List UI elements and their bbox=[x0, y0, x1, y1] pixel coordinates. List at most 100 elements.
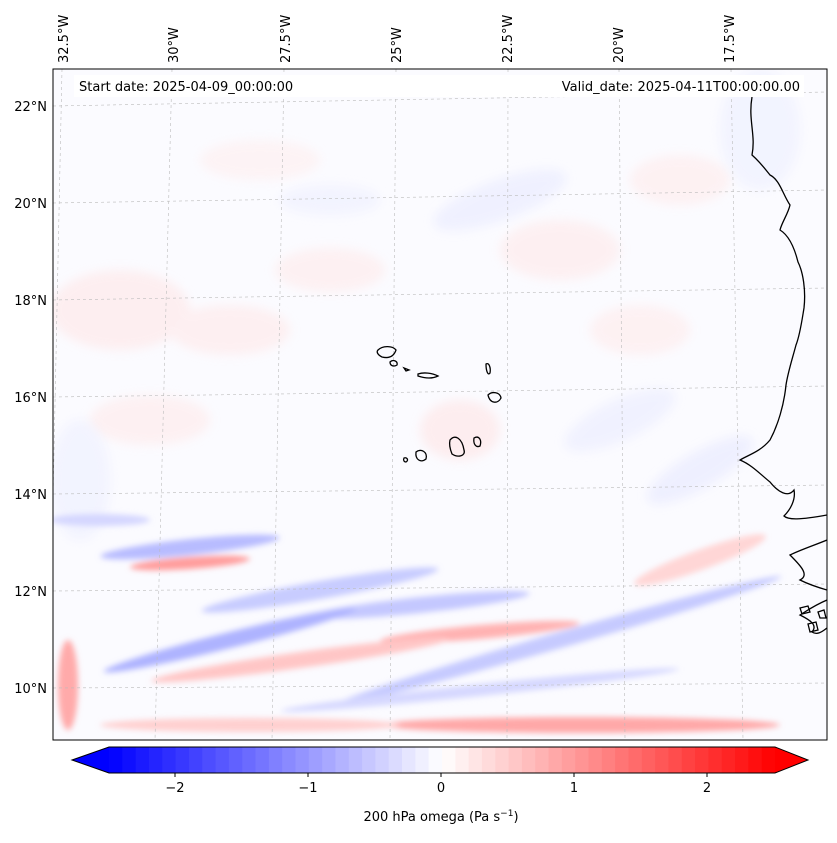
colorbar-cell bbox=[615, 747, 630, 773]
colorbar-cell bbox=[348, 747, 363, 773]
colorbar-cell bbox=[282, 747, 297, 773]
colorbar-cell bbox=[455, 747, 470, 773]
lat-label: 12°N bbox=[14, 585, 47, 600]
lat-label: 10°N bbox=[14, 682, 47, 697]
colorbar-cell bbox=[228, 747, 243, 773]
island-sao-vicente bbox=[389, 359, 398, 367]
colorbar-cell bbox=[735, 747, 749, 773]
colorbar-cell bbox=[122, 747, 137, 773]
colorbar-cell bbox=[362, 747, 376, 773]
colorbar-cell bbox=[521, 747, 536, 773]
colorbar-extend-max bbox=[775, 747, 808, 773]
colorbar-tick-label: 2 bbox=[703, 781, 711, 796]
colorbar-cell bbox=[308, 747, 323, 773]
coastline bbox=[376, 96, 827, 634]
colorbar-cell bbox=[268, 747, 283, 773]
header-banner bbox=[74, 75, 804, 97]
colorbar-cell bbox=[495, 747, 510, 773]
colorbar-cell bbox=[575, 747, 590, 773]
colorbar-cell bbox=[215, 747, 230, 773]
lon-label: 30°W bbox=[167, 27, 182, 63]
island-bissagos-1 bbox=[799, 605, 811, 615]
lat-label: 20°N bbox=[14, 197, 47, 212]
colorbar-cells bbox=[72, 747, 808, 773]
lon-label: 32.5°W bbox=[57, 15, 72, 63]
colorbar-extend-min bbox=[72, 747, 109, 773]
island-bissagos-2 bbox=[807, 621, 819, 633]
colorbar-tick-label: −1 bbox=[298, 781, 317, 796]
colorbar-cell bbox=[335, 747, 350, 773]
lat-label: 22°N bbox=[14, 100, 47, 115]
colorbar-cell bbox=[175, 747, 190, 773]
colorbar-cell bbox=[375, 747, 390, 773]
island-bissagos-3 bbox=[817, 609, 827, 619]
colorbar-cell bbox=[415, 747, 430, 773]
colorbar-cell bbox=[188, 747, 203, 773]
colorbar-cell bbox=[162, 747, 177, 773]
colorbar-cell bbox=[442, 747, 456, 773]
island-fogo bbox=[415, 449, 427, 462]
colorbar-cell bbox=[748, 747, 763, 773]
colorbar-tick-label: 1 bbox=[570, 781, 578, 796]
colorbar-label-exponent: −1 bbox=[500, 809, 513, 819]
colorbar-cell bbox=[402, 747, 416, 773]
colorbar-cell bbox=[761, 747, 776, 773]
colorbar-cell bbox=[601, 747, 616, 773]
colorbar-cell bbox=[695, 747, 709, 773]
longitude-labels: 32.5°W 30°W 27.5°W 25°W 22.5°W 20°W 17.5… bbox=[57, 15, 738, 63]
colorbar-cell bbox=[668, 747, 683, 773]
colorbar-label: 200 hPa omega (Pa s−1) bbox=[363, 809, 518, 825]
colorbar-cell bbox=[109, 747, 123, 773]
colorbar-label-main: 200 hPa omega (Pa s bbox=[363, 810, 500, 825]
start-date-label: Start date: 2025-04-09_00:00:00 bbox=[79, 80, 293, 95]
island-sal bbox=[485, 362, 491, 375]
colorbar-cell bbox=[588, 747, 603, 773]
colorbar-cell bbox=[681, 747, 696, 773]
colorbar-cell bbox=[388, 747, 403, 773]
colorbar-cell bbox=[148, 747, 163, 773]
lat-label: 18°N bbox=[14, 294, 47, 309]
colorbar-cell bbox=[508, 747, 523, 773]
island-brava bbox=[402, 457, 409, 463]
island-santa-luzia bbox=[402, 366, 411, 372]
colorbar-cell bbox=[561, 747, 576, 773]
colorbar-cell bbox=[641, 747, 656, 773]
colorbar-outline bbox=[70, 746, 810, 774]
latitude-labels: 22°N 20°N 18°N 16°N 14°N 12°N 10°N bbox=[14, 100, 47, 697]
colorbar-cell bbox=[655, 747, 670, 773]
omega-field bbox=[53, 70, 800, 733]
colorbar-tick-label: −2 bbox=[165, 781, 184, 796]
island-santiago bbox=[448, 436, 465, 457]
island-maio bbox=[473, 436, 482, 448]
colorbar-cell bbox=[721, 747, 736, 773]
island-sao-nicolau bbox=[417, 372, 440, 379]
valid-date-label: Valid_date: 2025-04-11T00:00:00.00 bbox=[562, 80, 800, 95]
colorbar: −2 −1 0 1 2 200 hPa omega (Pa s−1) bbox=[70, 746, 810, 825]
lon-label: 17.5°W bbox=[723, 15, 738, 63]
colorbar-cell bbox=[135, 747, 150, 773]
lon-label: 20°W bbox=[612, 27, 627, 63]
lat-label: 14°N bbox=[14, 488, 47, 503]
island-boa-vista bbox=[487, 391, 502, 403]
colorbar-cell bbox=[548, 747, 563, 773]
colorbar-cell bbox=[468, 747, 483, 773]
colorbar-cell bbox=[708, 747, 723, 773]
colorbar-cell bbox=[481, 747, 496, 773]
colorbar-cell bbox=[628, 747, 643, 773]
colorbar-cell bbox=[255, 747, 270, 773]
colorbar-cell bbox=[322, 747, 337, 773]
lon-label: 27.5°W bbox=[279, 15, 294, 63]
colorbar-cell bbox=[428, 747, 443, 773]
colorbar-label-suffix: ) bbox=[513, 810, 518, 825]
lon-label: 22.5°W bbox=[501, 15, 516, 63]
island-santo-antao bbox=[376, 345, 397, 359]
colorbar-cell bbox=[202, 747, 217, 773]
lat-label: 16°N bbox=[14, 391, 47, 406]
map-frame bbox=[52, 68, 828, 741]
graticule bbox=[53, 69, 827, 740]
colorbar-cell bbox=[295, 747, 310, 773]
lon-label: 25°W bbox=[390, 27, 405, 63]
colorbar-tick-label: 0 bbox=[437, 781, 445, 796]
